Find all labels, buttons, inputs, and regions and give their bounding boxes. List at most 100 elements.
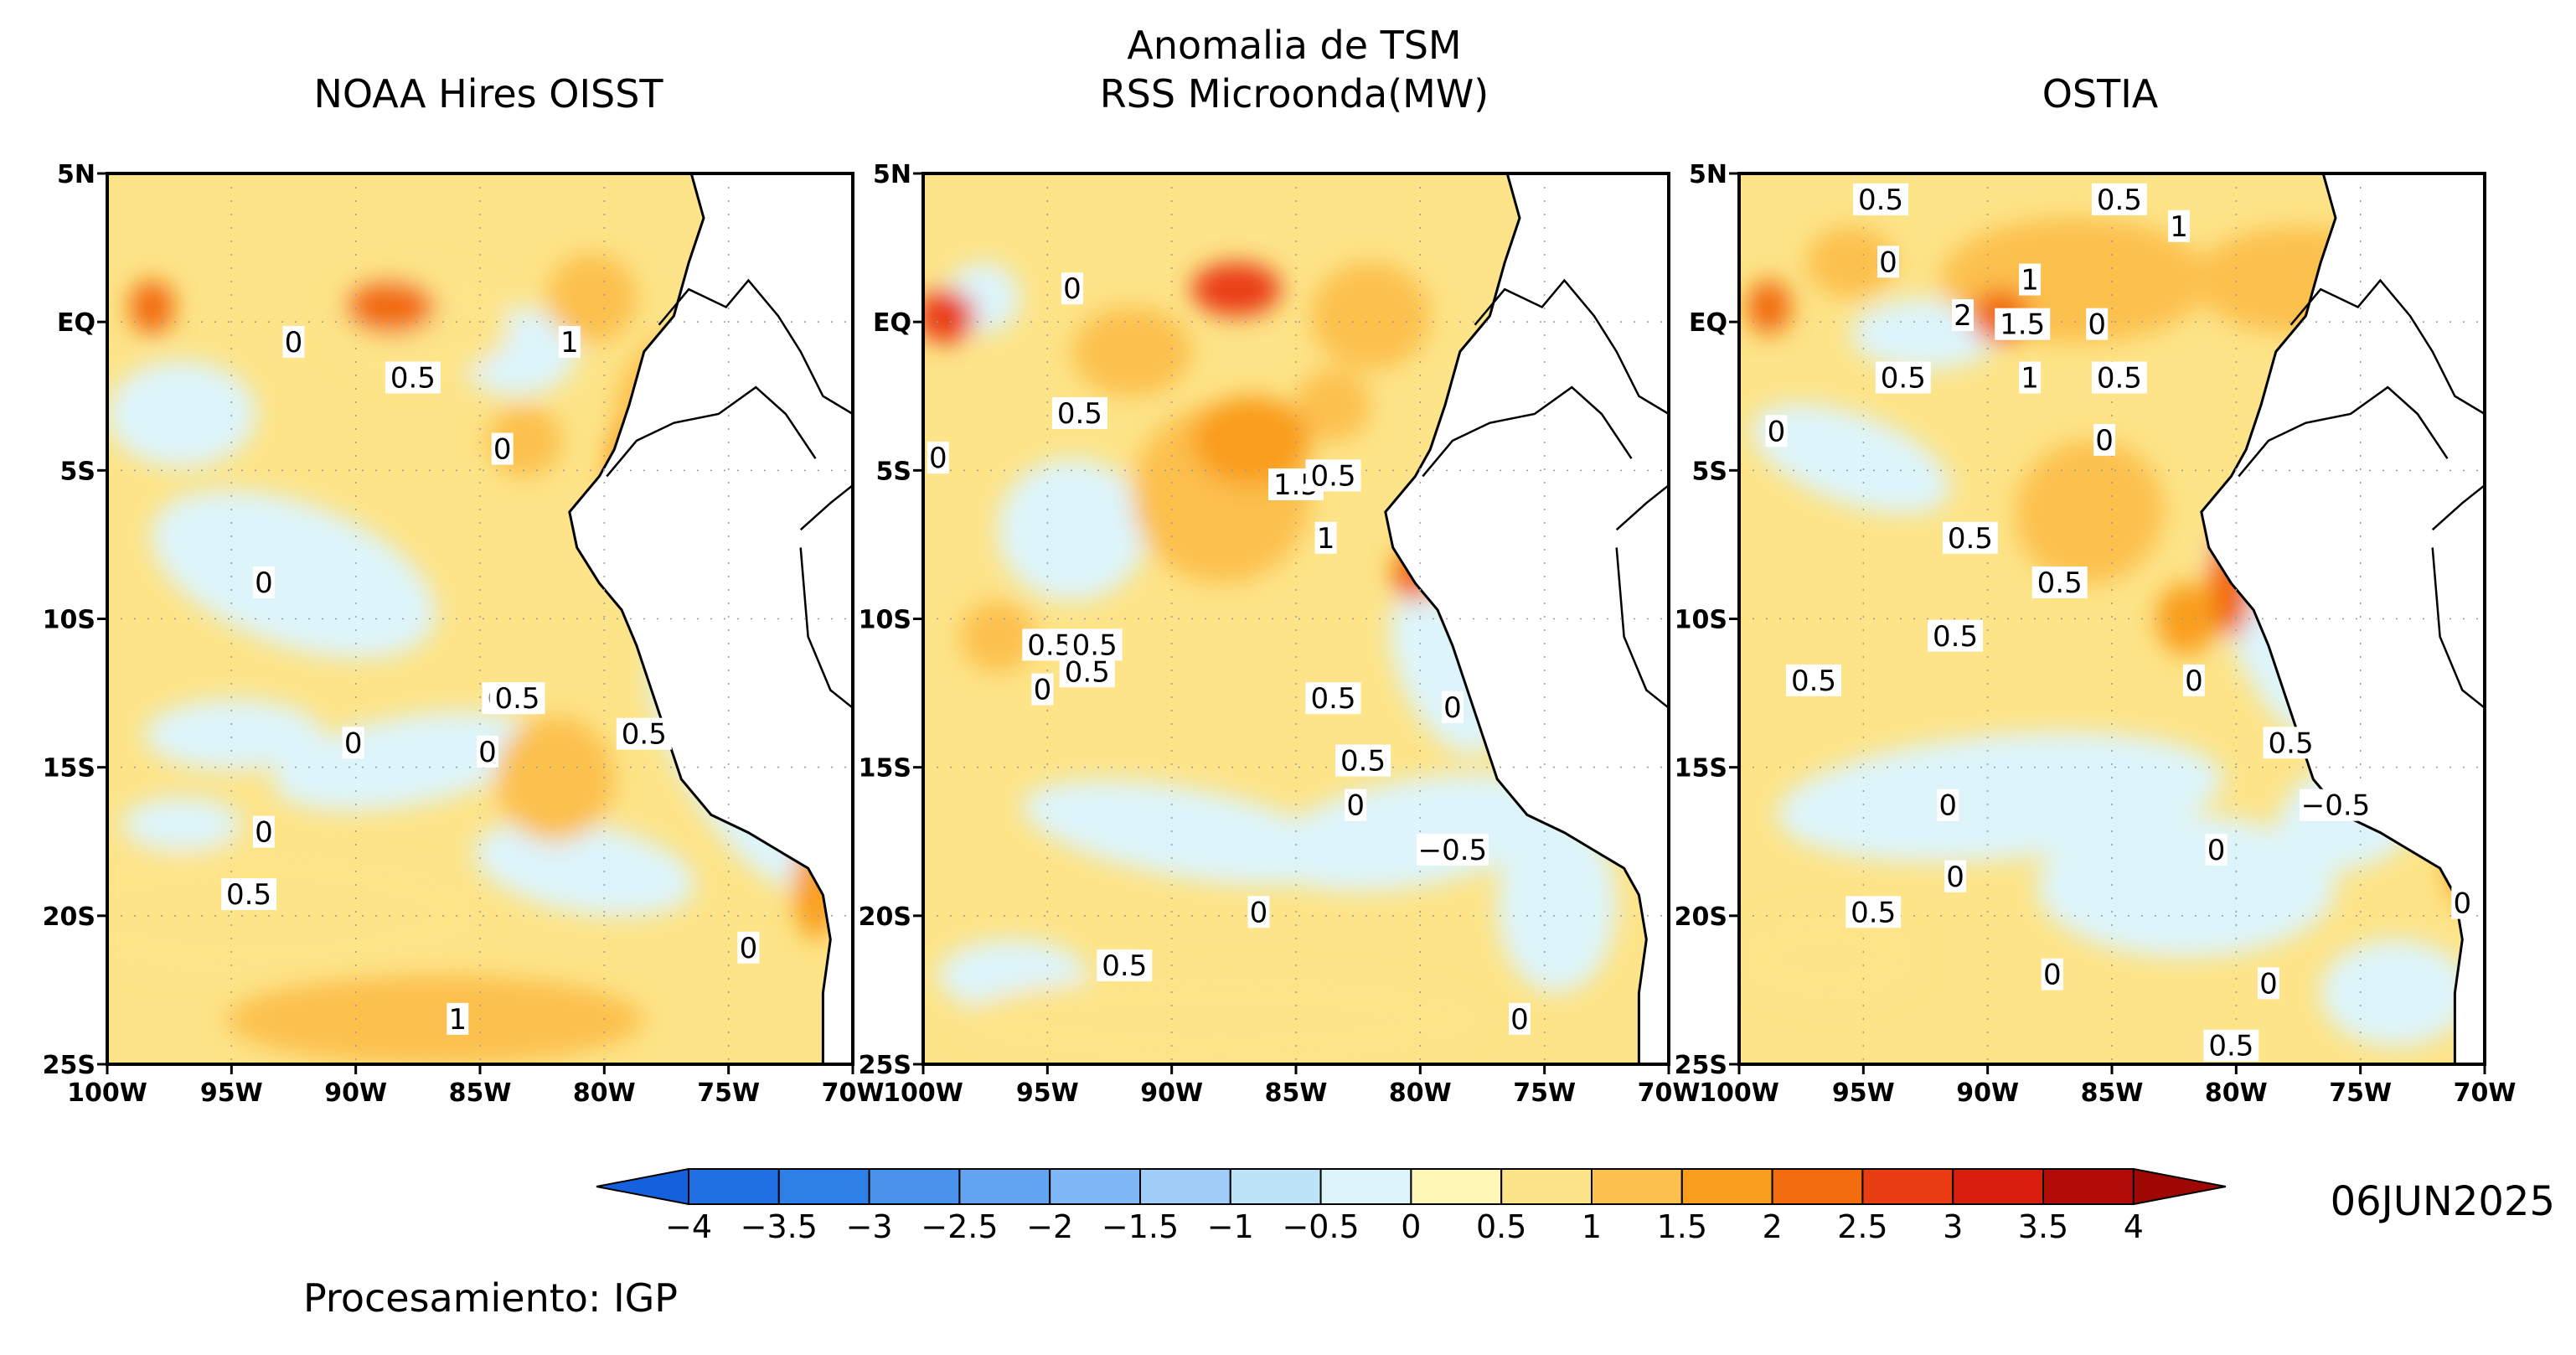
panel-title-rss: RSS Microonda(MW)	[1100, 71, 1489, 116]
anomaly-patch	[2320, 939, 2470, 1047]
contour-label: 0.5	[1065, 655, 1110, 689]
contour-label-bg	[2019, 361, 2042, 394]
contour-label-bg	[1061, 272, 1083, 305]
contour-label-bg	[1097, 949, 1153, 982]
anomaly-patch	[1191, 396, 1311, 486]
lat-tick-label: 5S	[60, 457, 96, 486]
lat-tick-label: 15S	[859, 754, 911, 784]
contour-label: 1	[2170, 210, 2188, 244]
contour-label: 0.5	[1340, 745, 1386, 778]
lon-tick-label: 75W	[2329, 1078, 2392, 1108]
figure-title: Anomalia de TSM	[1127, 23, 1461, 68]
map-panels: 00.5100.500.50000.5010.55NEQ5S10S15S20S2…	[43, 160, 2517, 1108]
contour-label-bg	[282, 325, 305, 358]
contour-label: 1.5	[2000, 308, 2045, 342]
contour-label: 1	[448, 1003, 467, 1037]
colorbar-bin	[1591, 1168, 1683, 1205]
colorbar-label: −1.5	[1102, 1208, 1179, 1245]
contour-label: −0.5	[2301, 789, 2371, 823]
contour-label-bg	[2263, 727, 2319, 759]
country-border	[2238, 385, 2449, 478]
contour-label: 0	[1938, 789, 1957, 823]
colorbar: −4 −3.5 −3 −2.5 −2 −1.5 −1 −0.5 0 0.5 1 1.5 2 2.5 3 3.5…	[596, 1167, 2226, 1245]
contour-label: 0	[2453, 887, 2471, 921]
contour-label: 0.5	[2269, 727, 2314, 760]
colorbar-high-arrow	[2132, 1167, 2226, 1206]
anomaly-patch	[1072, 307, 1192, 396]
country-border	[2431, 484, 2485, 531]
anomaly-patch	[2037, 815, 2336, 958]
lat-tick-label: 25S	[859, 1051, 911, 1080]
contour-label-bg	[342, 727, 364, 759]
country-border	[1422, 385, 1633, 478]
contour-label: 0.5	[1948, 522, 1993, 556]
contour-label: 0	[493, 433, 512, 467]
contour-label: 0.5	[622, 718, 667, 752]
lat-tick-label: 5N	[873, 160, 911, 189]
contour-label-bg	[1928, 619, 1984, 652]
lat-tick-label: EQ	[57, 308, 96, 338]
colorbar-bin	[1319, 1168, 1412, 1205]
anomaly-patch	[1497, 815, 1617, 993]
contour-label: 0	[2088, 308, 2106, 342]
colorbar-label: 1	[1582, 1208, 1602, 1245]
contour-label-bg	[1995, 308, 2051, 340]
country-border	[1474, 278, 1669, 416]
contour-label: 0	[2043, 959, 2062, 992]
country-border	[606, 385, 817, 478]
anomaly-patch	[1739, 913, 1918, 1002]
contour-label-bg	[1247, 896, 1270, 928]
colorbar-bin	[2042, 1168, 2135, 1205]
contour-label: 0	[2259, 967, 2278, 1001]
sst-field	[1739, 173, 2485, 1064]
lat-tick-label: 25S	[43, 1051, 96, 1080]
lat-tick-label: EQ	[873, 308, 911, 338]
colorbar-bin	[1952, 1168, 2044, 1205]
contour-label-bg	[1942, 521, 1998, 554]
contour-label: 0	[478, 736, 497, 769]
sst-field	[923, 173, 1669, 1064]
contour-label: 1	[2021, 361, 2039, 395]
contour-label: 0.5	[1851, 896, 1896, 929]
colorbar-label: −0.5	[1282, 1208, 1359, 1245]
contour-label-bg	[1314, 521, 1337, 554]
contour-label-bg	[1345, 789, 1367, 821]
contour-label: 0	[285, 326, 303, 359]
contour-label: 0.5	[2208, 1030, 2253, 1063]
anomaly-patch	[998, 458, 1147, 602]
contour-label: 0.5	[1310, 682, 1355, 716]
contour-label: 0	[255, 566, 273, 600]
colorbar-bin	[1229, 1168, 1322, 1205]
contour-label: 0.5	[1858, 184, 1903, 217]
contour-label: 0.5	[390, 361, 436, 395]
anomaly-patch	[1752, 403, 1950, 514]
colorbar-bin	[1680, 1168, 1773, 1205]
country-border	[2431, 547, 2485, 709]
lon-tick-label: 85W	[2081, 1078, 2144, 1108]
lon-tick-label: 80W	[2205, 1078, 2268, 1108]
lon-tick-label: 70W	[1638, 1078, 1701, 1108]
contour-label-bg	[2205, 833, 2228, 866]
contour-label-bg	[2086, 308, 2109, 340]
coastline	[1384, 173, 1648, 1064]
lon-tick-label: 90W	[324, 1078, 387, 1108]
contour-label: 0.5	[2097, 361, 2142, 395]
colorbar-label: −2	[1026, 1208, 1073, 1245]
contour-label-bg	[2041, 958, 2063, 990]
anomaly-patch	[1310, 262, 1431, 370]
contour-label: 0	[344, 727, 363, 760]
lat-tick-label: 10S	[859, 606, 911, 635]
contour-label-bg	[385, 361, 441, 394]
contour-label-bg	[1031, 673, 1054, 706]
contour-label-bg	[1066, 628, 1123, 661]
colorbar-bin	[688, 1168, 780, 1205]
contour-label: 1	[1317, 522, 1335, 556]
map-panel-2: 00.500.51.510.500.50.5 00.50−0.500.500.55…	[859, 160, 1701, 1108]
contour-label-bg	[252, 815, 275, 848]
contour-label: 0.5	[226, 878, 271, 912]
contour-label-bg	[558, 325, 581, 358]
contour-label: 0	[1946, 861, 1964, 894]
lon-tick-label: 75W	[697, 1078, 760, 1108]
lat-tick-label: 20S	[43, 902, 96, 932]
